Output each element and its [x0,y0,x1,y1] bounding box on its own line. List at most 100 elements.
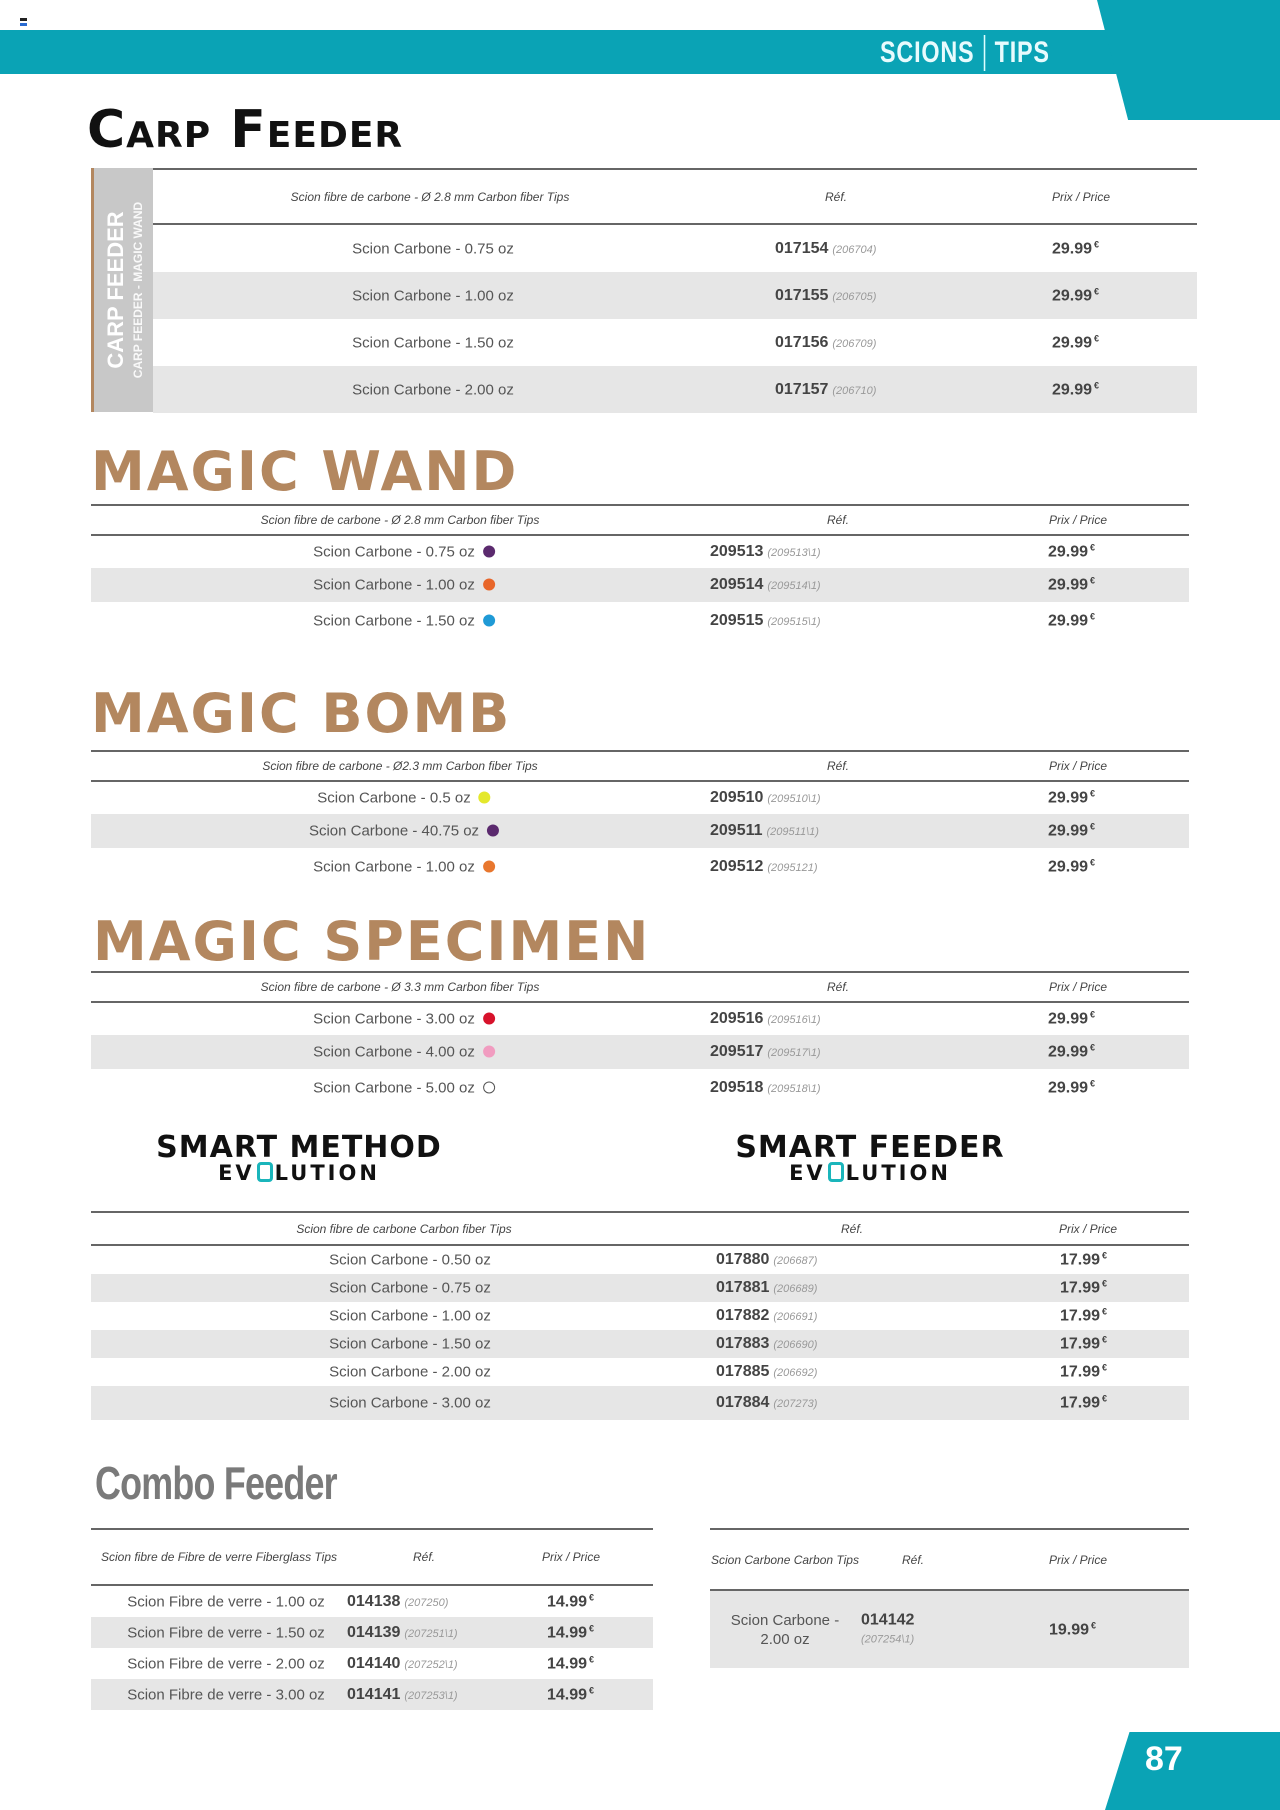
product-description: Scion Carbone - 1.00 oz [352,287,514,304]
price-value: 29.99 [1052,240,1093,258]
product-ref: 017880 (206687) [716,1251,817,1269]
price-table-spec: Scion fibre de carbone - Ø 3.3 mm Carbon… [91,971,1189,1107]
table-row: Scion Carbone - 0.50 oz 017880 (206687) 1… [91,1246,1189,1274]
ref-code: 209513 [710,543,764,560]
product-description: Scion Carbone - 1.50 oz [329,1336,491,1353]
ref-code: 017155 [775,286,829,304]
logo-o-icon [827,1162,844,1182]
ref-code: 017882 [716,1307,770,1324]
product-description-text: Scion Carbone - 1.50 oz [352,334,514,351]
product-description-text: Scion Carbone - 1.50 oz [313,612,475,630]
section-title-magic-specimen: MAGIC SPECIMEN [93,910,651,973]
ref-code: 209516 [710,1010,764,1027]
alt-ref-code: (207254\1) [861,1633,915,1645]
ref-code: 209511 [710,822,763,839]
currency-symbol: € [1090,542,1096,553]
logo-text: SMART METHOD [156,1130,442,1165]
table-row: Scion Carbone - 40.75 oz 209511 (209511\1… [91,814,1189,848]
column-header-ref: Réf. [412,1550,436,1564]
currency-symbol: € [1090,611,1096,622]
product-price: 29.99 € [1052,239,1099,258]
price-table-comboL: Scion fibre de Fibre de verre Fiberglass… [91,1528,653,1710]
alt-ref-code: (206692) [773,1367,818,1379]
price-table-wand: Scion fibre de carbone - Ø 2.8 mm Carbon… [91,504,1189,640]
product-description-text: Scion Carbone - 1.00 oz [352,287,514,304]
ref-code: 209518 [710,1079,764,1096]
ref-code: 017884 [716,1394,770,1411]
product-price: 17.99 € [1060,1362,1107,1381]
alt-ref-code: (206689) [773,1283,818,1295]
product-description: Scion Carbone - 1.50 oz [313,613,495,630]
currency-symbol: € [1094,332,1100,343]
price-table-smart: Scion fibre de carbone Carbon fiber Tips… [91,1211,1189,1420]
currency-symbol: € [1090,575,1096,586]
color-dot-icon [482,614,495,627]
ref-code: 014141 [347,1685,401,1703]
alt-ref-code: (207251\1) [404,1627,458,1640]
table-header: Scion fibre de Fibre de verre Fiberglass… [91,1530,653,1586]
product-ref: 209517 (209517\1) [710,1043,821,1061]
product-ref: 209513 (209513\1) [710,543,821,561]
alt-ref-code: (209514\1) [767,580,821,592]
currency-symbol: € [589,1591,595,1602]
table-row: Scion Carbone - 1.50 oz 017883 (206690) 1… [91,1330,1189,1358]
table-row: Scion Carbone - 2.00 oz 014142 (207254\1)… [710,1591,1189,1668]
product-price: 19.99 € [1049,1620,1096,1639]
product-ref: 209511 (209511\1) [710,822,819,840]
table-header: Scion fibre de carbone Carbon fiber Tips… [91,1213,1189,1246]
product-price: 29.99 € [1048,788,1095,807]
table-row: Scion Fibre de verre - 1.50 oz 014139 (20… [91,1617,653,1648]
product-description-text: Scion Carbone - 1.00 oz [329,1307,491,1325]
product-ref: 017883 (206690) [716,1335,817,1353]
ref-code: 017156 [775,333,829,351]
page-number-tab [1105,1732,1280,1810]
ref-code: 209514 [710,576,764,593]
product-description-text: Scion Carbone - 5.00 oz [313,1079,475,1097]
ref-code: 014138 [347,1592,401,1610]
currency-symbol: € [1102,1362,1108,1373]
product-price: 29.99 € [1048,1078,1095,1097]
ref-code: 017883 [716,1335,770,1352]
table-header: Scion fibre de carbone - Ø2.3 mm Carbon … [91,752,1189,782]
price-value: 17.99 [1060,1279,1101,1297]
product-ref: 209516 (209516\1) [710,1010,821,1028]
breadcrumb-scions[interactable]: SCIONS [880,36,975,69]
currency-symbol: € [1102,1250,1108,1261]
currency-symbol: € [1102,1334,1108,1345]
currency-symbol: € [1094,379,1100,390]
alt-ref-code: (209511\1) [766,826,819,838]
product-description-text: Scion Carbone - 0.75 oz [313,543,475,561]
currency-symbol: € [1090,1009,1096,1020]
column-header-description: Scion fibre de Fibre de verre Fiberglass… [101,1550,337,1564]
column-header-price: Prix / Price [541,1550,601,1564]
product-ref: 017157 (206710) [775,381,876,399]
product-description: Scion Carbone - 0.5 oz [317,790,491,807]
product-price: 29.99 € [1048,821,1095,840]
product-ref: 017155 (206705) [775,287,876,305]
product-ref: 014142 (207254\1) [861,1611,914,1648]
product-description: Scion Carbone - 0.75 oz [329,1280,491,1297]
product-ref: 017882 (206691) [716,1307,817,1325]
column-header-price: Prix / Price [1048,980,1108,994]
price-value: 29.99 [1048,612,1089,630]
product-description: Scion Carbone - 40.75 oz [309,823,500,840]
currency-symbol: € [1090,788,1096,799]
ref-code: 209517 [710,1043,764,1060]
breadcrumb-tips[interactable]: TIPS [994,36,1050,69]
logo-o-icon [256,1162,273,1182]
table-row: Scion Carbone - 0.75 oz 017154 (206704) 2… [153,225,1197,272]
menu-icon[interactable] [20,18,27,26]
breadcrumb: SCIONS TIPS [880,34,1050,72]
price-value: 17.99 [1060,1394,1101,1412]
table-header: Scion Carbone Carbon Tips Réf. Prix / Pr… [710,1530,1189,1591]
product-price: 29.99 € [1048,857,1095,876]
product-description-text: Scion Fibre de verre - 2.00 oz [127,1655,325,1672]
product-description-text: Scion Carbone - 0.50 oz [329,1251,491,1269]
product-description: Scion Carbone - 2.00 oz [329,1364,491,1381]
product-price: 17.99 € [1060,1393,1107,1412]
currency-symbol: € [1094,238,1100,249]
logo-smart-feeder-evolution: SMART FEEDER EV LUTION [685,1130,1055,1185]
column-header-price: Prix / Price [1048,513,1108,527]
currency-symbol: € [1090,1078,1096,1089]
product-description: Scion Carbone - 5.00 oz [313,1080,495,1097]
